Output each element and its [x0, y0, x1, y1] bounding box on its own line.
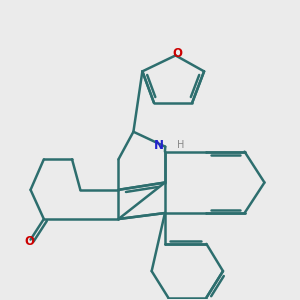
Text: N: N [154, 139, 164, 152]
Text: H: H [177, 140, 184, 150]
Text: O: O [24, 235, 34, 248]
Text: O: O [172, 47, 182, 60]
